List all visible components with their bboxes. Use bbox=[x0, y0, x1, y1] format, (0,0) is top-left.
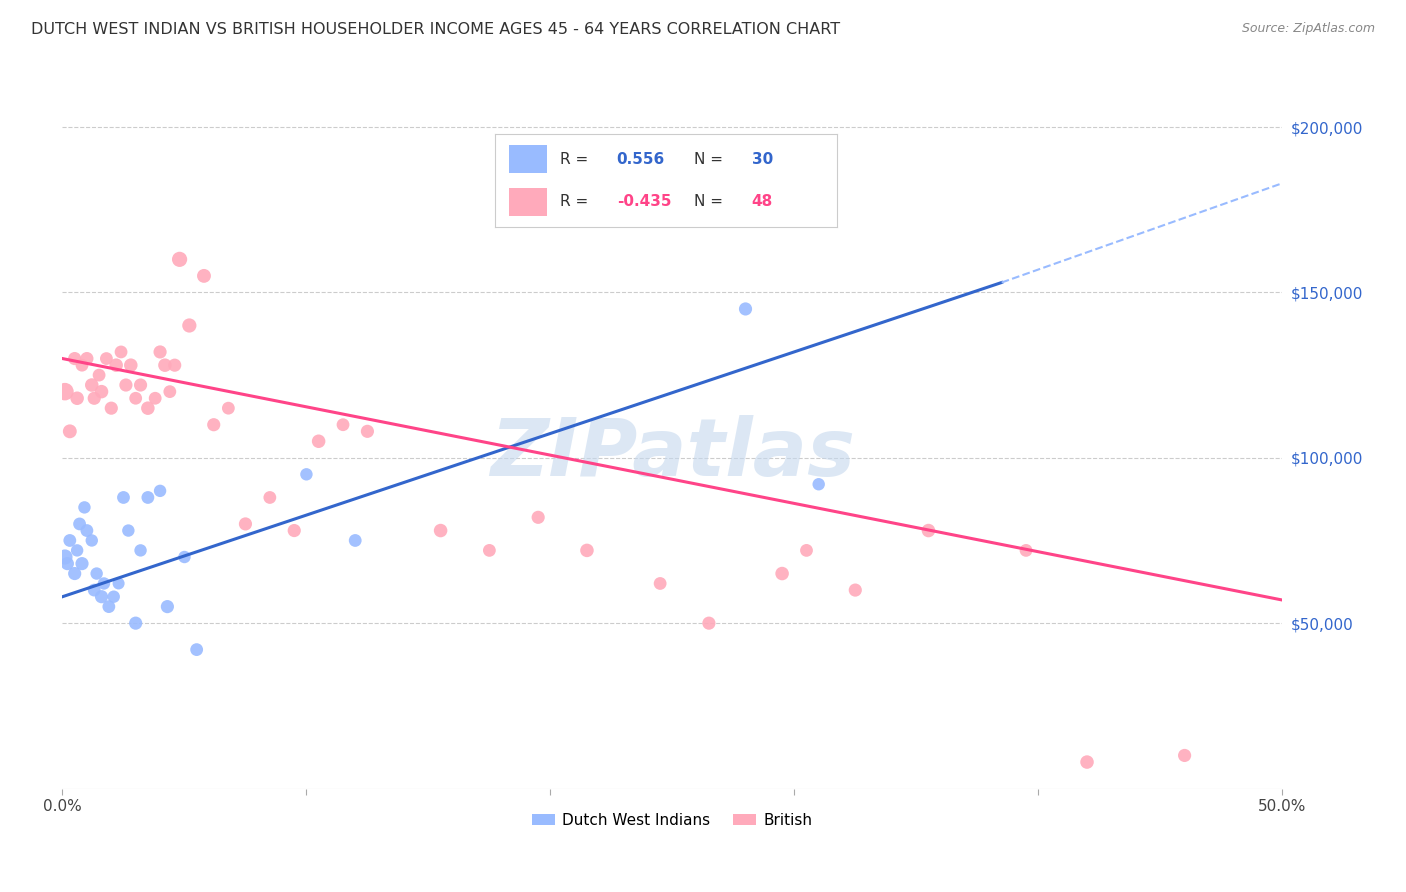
Point bbox=[117, 524, 139, 538]
Point bbox=[103, 590, 125, 604]
Point bbox=[107, 576, 129, 591]
Point bbox=[283, 524, 305, 538]
Point bbox=[159, 384, 181, 399]
Point bbox=[87, 368, 110, 383]
Point bbox=[1015, 543, 1038, 558]
Point bbox=[136, 401, 159, 416]
Text: Source: ZipAtlas.com: Source: ZipAtlas.com bbox=[1241, 22, 1375, 36]
Text: DUTCH WEST INDIAN VS BRITISH HOUSEHOLDER INCOME AGES 45 - 64 YEARS CORRELATION C: DUTCH WEST INDIAN VS BRITISH HOUSEHOLDER… bbox=[31, 22, 839, 37]
Point bbox=[124, 391, 146, 405]
Point bbox=[149, 345, 172, 359]
Point bbox=[332, 417, 354, 432]
Point bbox=[179, 318, 201, 333]
Point bbox=[163, 358, 186, 372]
Point bbox=[120, 358, 142, 372]
Point bbox=[217, 401, 239, 416]
Point bbox=[70, 358, 93, 372]
Point bbox=[308, 434, 330, 449]
Point bbox=[650, 576, 672, 591]
Point bbox=[70, 557, 93, 571]
Point bbox=[110, 345, 132, 359]
Point bbox=[69, 516, 91, 531]
Point bbox=[478, 543, 501, 558]
Point bbox=[86, 566, 108, 581]
Point bbox=[844, 583, 866, 598]
Point bbox=[202, 417, 225, 432]
Point bbox=[53, 384, 76, 399]
Point bbox=[96, 351, 118, 366]
Point bbox=[76, 351, 98, 366]
Point bbox=[59, 425, 82, 439]
Point bbox=[63, 566, 86, 581]
Point bbox=[796, 543, 818, 558]
Point bbox=[76, 524, 98, 538]
Legend: Dutch West Indians, British: Dutch West Indians, British bbox=[526, 807, 820, 834]
Point bbox=[356, 425, 378, 439]
Point bbox=[770, 566, 793, 581]
Point bbox=[124, 616, 146, 631]
Point bbox=[575, 543, 598, 558]
Point bbox=[105, 358, 128, 372]
Point bbox=[93, 576, 115, 591]
Point bbox=[129, 378, 152, 392]
Point bbox=[83, 391, 105, 405]
Point bbox=[169, 252, 191, 267]
Point bbox=[186, 642, 208, 657]
Point bbox=[807, 477, 830, 491]
Point bbox=[83, 583, 105, 598]
Point bbox=[697, 616, 720, 631]
Point bbox=[129, 543, 152, 558]
Text: ZIPatlas: ZIPatlas bbox=[489, 416, 855, 493]
Point bbox=[66, 543, 89, 558]
Point bbox=[90, 384, 112, 399]
Point bbox=[917, 524, 939, 538]
Point bbox=[90, 590, 112, 604]
Point bbox=[143, 391, 166, 405]
Point bbox=[136, 491, 159, 505]
Point bbox=[97, 599, 120, 614]
Point bbox=[53, 549, 76, 564]
Point bbox=[63, 351, 86, 366]
Point bbox=[153, 358, 176, 372]
Point bbox=[734, 301, 756, 316]
Point bbox=[235, 516, 257, 531]
Point bbox=[295, 467, 318, 482]
Point bbox=[115, 378, 138, 392]
Point bbox=[429, 524, 451, 538]
Point bbox=[112, 491, 135, 505]
Point bbox=[527, 510, 550, 524]
Point bbox=[149, 483, 172, 498]
Point bbox=[73, 500, 96, 515]
Point bbox=[56, 557, 79, 571]
Point bbox=[66, 391, 89, 405]
Point bbox=[1174, 748, 1197, 763]
Point bbox=[100, 401, 122, 416]
Point bbox=[193, 268, 215, 283]
Point bbox=[1076, 755, 1098, 769]
Point bbox=[80, 378, 103, 392]
Point bbox=[156, 599, 179, 614]
Point bbox=[344, 533, 367, 548]
Point bbox=[80, 533, 103, 548]
Point bbox=[59, 533, 82, 548]
Point bbox=[173, 549, 195, 564]
Point bbox=[259, 491, 281, 505]
